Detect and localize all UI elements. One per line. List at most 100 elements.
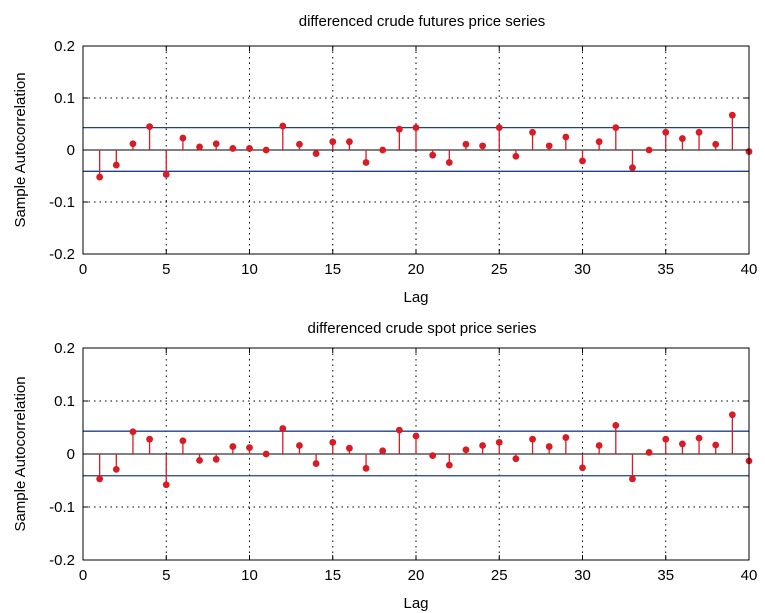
acf-point — [146, 435, 154, 443]
acf-point — [212, 455, 220, 463]
acf-point — [96, 475, 104, 483]
acf-point — [279, 122, 287, 130]
acf-point — [562, 133, 570, 141]
acf-point — [96, 173, 104, 181]
x-tick-labels: 0 5 10 15 20 25 30 35 40 — [79, 46, 758, 278]
acf-point — [412, 124, 420, 132]
y-tick-labels: -0.2 -0.1 0 0.1 0.2 — [49, 340, 749, 569]
acf-point — [462, 140, 470, 148]
acf-point — [445, 159, 453, 166]
acf-point — [479, 442, 486, 449]
acf-point — [246, 444, 253, 452]
acf-point — [129, 140, 137, 148]
acf-point — [595, 138, 603, 146]
acf-point — [529, 435, 536, 443]
acf-point — [429, 151, 437, 159]
acf-point — [712, 140, 720, 148]
acf-point — [395, 426, 403, 434]
acf-point — [595, 442, 603, 449]
acf-point — [112, 161, 120, 169]
x-axis-label: Lag — [403, 289, 428, 306]
x-tick-label: 40 — [741, 261, 758, 278]
acf-point — [612, 421, 620, 429]
acf-point — [579, 464, 586, 472]
acf-point — [662, 435, 670, 443]
acf-point — [579, 157, 586, 165]
acf-point — [246, 145, 253, 152]
y-tick-label: 0.2 — [54, 340, 75, 357]
acf-point — [629, 164, 636, 172]
x-tick-label: 0 — [79, 567, 87, 584]
acf-point — [629, 475, 636, 483]
acf-point — [612, 124, 620, 132]
acf-point — [296, 442, 303, 449]
acf-point — [562, 434, 570, 441]
y-axis-label: Sample Autocorrelation — [12, 72, 29, 227]
y-tick-label: 0 — [67, 446, 75, 463]
acf-point — [495, 438, 503, 446]
acf-panel-futures: differenced crude futures price series -… — [12, 13, 757, 306]
acf-point — [529, 128, 536, 136]
acf-point — [296, 140, 303, 148]
acf-point — [362, 464, 370, 472]
x-tick-label: 5 — [162, 261, 170, 278]
x-tick-label: 30 — [574, 261, 591, 278]
x-tick-label: 10 — [241, 261, 258, 278]
acf-point — [112, 465, 120, 473]
acf-point — [262, 146, 270, 154]
acf-point — [662, 128, 670, 136]
x-tick-label: 0 — [79, 261, 87, 278]
y-tick-label: -0.2 — [49, 552, 75, 569]
acf-point — [379, 146, 387, 154]
acf-point — [329, 138, 337, 146]
x-tick-label: 35 — [657, 261, 674, 278]
x-axis-label: Lag — [403, 595, 428, 612]
acf-point — [545, 443, 553, 450]
x-tick-label: 20 — [408, 567, 425, 584]
acf-point — [212, 140, 220, 148]
acf-point — [695, 128, 703, 136]
acf-point — [395, 125, 403, 133]
acf-point — [462, 446, 470, 454]
acf-point — [495, 124, 503, 132]
acf-point — [479, 142, 486, 150]
y-tick-label: 0 — [67, 142, 75, 159]
acf-point — [179, 437, 187, 445]
acf-point — [346, 138, 353, 146]
stem-series — [96, 411, 753, 489]
acf-point — [645, 449, 653, 456]
acf-point — [379, 447, 387, 455]
acf-point — [645, 146, 653, 154]
chart-title: differenced crude spot price series — [307, 320, 536, 337]
x-tick-label: 15 — [324, 261, 341, 278]
x-tick-label: 30 — [574, 567, 591, 584]
acf-point — [728, 111, 736, 119]
y-tick-label: 0.1 — [54, 393, 75, 410]
y-tick-label: 0.1 — [54, 90, 75, 107]
y-tick-label: -0.1 — [49, 194, 75, 211]
acf-point — [129, 428, 137, 436]
acf-point — [162, 481, 170, 489]
acf-point — [679, 135, 686, 142]
x-tick-label: 5 — [162, 567, 170, 584]
x-tick-label: 25 — [491, 261, 508, 278]
acf-point — [346, 444, 353, 452]
acf-point — [229, 443, 237, 450]
y-axis-label: Sample Autocorrelation — [12, 376, 29, 531]
y-tick-label: 0.2 — [54, 38, 75, 55]
x-tick-label: 25 — [491, 567, 508, 584]
x-tick-label: 40 — [741, 567, 758, 584]
y-tick-labels: -0.2 -0.1 0 0.1 0.2 — [49, 38, 749, 263]
acf-point — [179, 134, 187, 142]
acf-point — [412, 432, 420, 440]
x-tick-labels: 0 5 10 15 20 25 30 35 40 — [79, 348, 758, 584]
acf-point — [312, 460, 320, 467]
acf-point — [162, 171, 170, 178]
acf-point — [445, 461, 453, 469]
acf-point — [262, 450, 270, 458]
acf-point — [712, 441, 720, 449]
acf-point — [279, 425, 287, 432]
acf-point — [312, 150, 320, 158]
acf-point — [679, 440, 686, 448]
acf-point — [545, 142, 553, 150]
